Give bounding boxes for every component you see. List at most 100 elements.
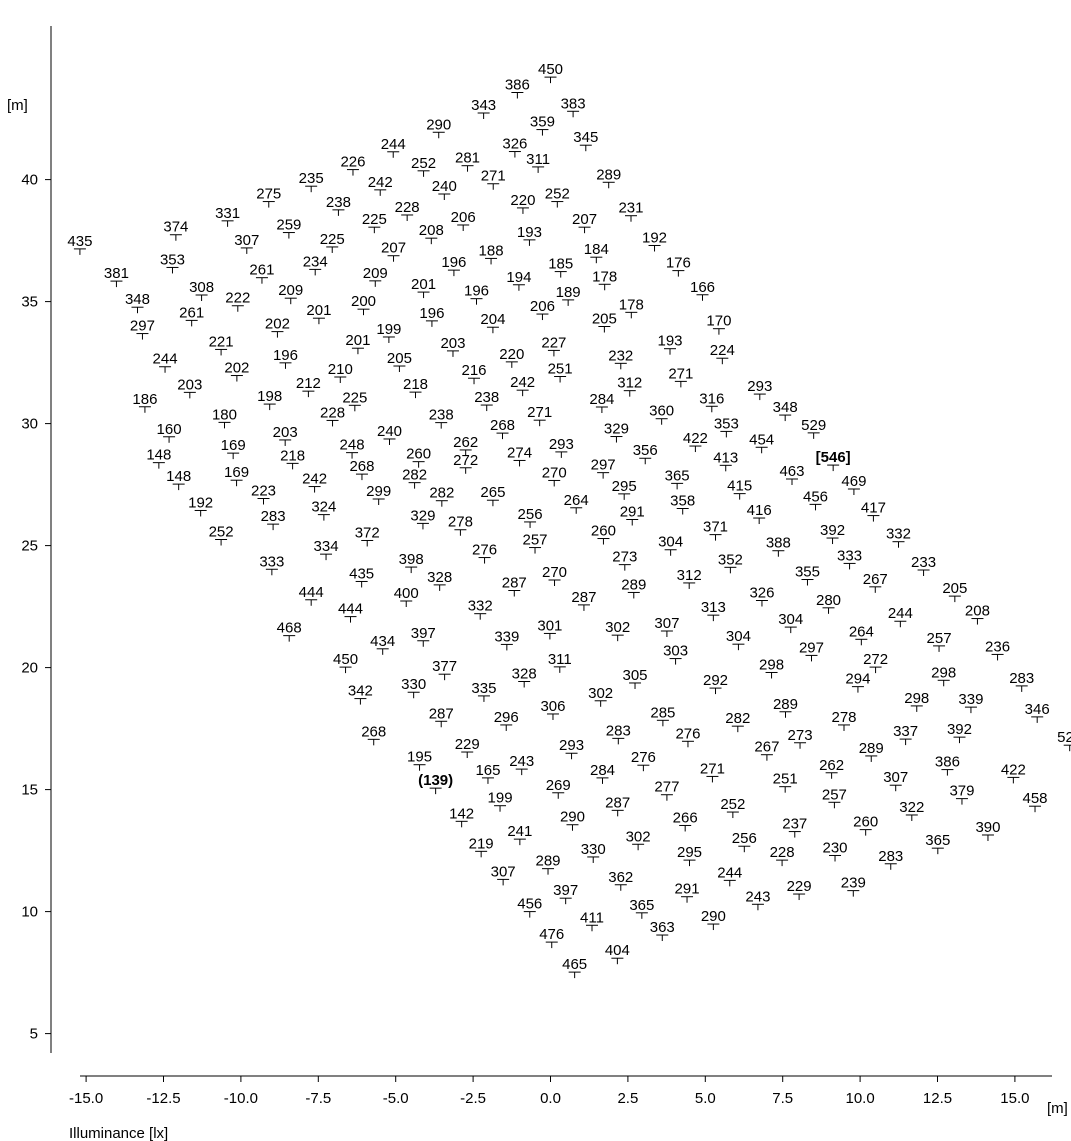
data-point: [546] [816, 449, 851, 472]
point-value-label: 456 [517, 896, 542, 913]
data-point: 278 [831, 709, 857, 731]
point-value-label: 328 [427, 569, 452, 586]
data-point: 322 [899, 799, 924, 821]
point-value-label: 284 [590, 762, 615, 779]
data-point: 469 [841, 473, 866, 495]
point-value-label: 252 [411, 155, 436, 172]
point-value-label: 435 [349, 565, 374, 582]
point-value-label: 282 [402, 467, 427, 484]
data-point: 262 [819, 757, 844, 779]
point-value-label: 283 [878, 848, 903, 865]
point-value-label: 268 [349, 458, 374, 475]
data-point: 281 [455, 150, 480, 172]
data-point: 207 [572, 211, 597, 234]
point-value-label: 333 [837, 547, 862, 564]
point-value-label: 234 [303, 253, 328, 270]
data-point: 275 [256, 186, 281, 208]
data-point: 242 [510, 374, 535, 397]
data-point: 204 [480, 311, 505, 334]
data-point: 216 [462, 362, 487, 385]
x-tick-label: -10.0 [224, 1090, 258, 1107]
point-value-label: 203 [273, 424, 298, 441]
data-point: 269 [546, 777, 571, 799]
data-point: 332 [468, 598, 493, 620]
data-point: 220 [510, 192, 535, 214]
data-point: 201 [411, 276, 436, 299]
data-point: 188 [479, 242, 504, 265]
data-point: 184 [584, 241, 609, 264]
point-value-label: 298 [904, 690, 929, 707]
point-value-label: 289 [773, 696, 798, 713]
point-value-label: 228 [770, 844, 795, 861]
data-point: 228 [395, 199, 420, 221]
point-value-label: 306 [540, 698, 565, 715]
y-tick-label: 5 [30, 1026, 38, 1043]
point-value-label: 257 [822, 786, 847, 803]
point-value-label: 268 [361, 723, 386, 740]
data-point: 260 [591, 523, 616, 545]
data-point: (139) [418, 772, 453, 795]
data-point: 260 [853, 814, 878, 836]
point-value-label: 365 [629, 897, 654, 914]
data-point: 257 [822, 786, 847, 809]
point-value-label: 283 [261, 508, 286, 525]
point-value-label: 416 [747, 502, 772, 519]
point-value-label: 261 [249, 262, 274, 279]
point-value-label: 359 [530, 114, 555, 131]
data-point: 332 [886, 526, 911, 548]
data-point: 311 [548, 651, 572, 673]
point-value-label: 294 [845, 671, 870, 688]
data-point: 416 [747, 502, 772, 525]
data-point: 264 [564, 492, 589, 514]
data-point: 348 [125, 291, 150, 314]
point-value-label: 276 [472, 542, 497, 559]
point-value-label: 390 [975, 819, 1000, 836]
data-point: 292 [703, 672, 728, 695]
point-value-label: 178 [592, 268, 617, 285]
point-value-label: 476 [539, 926, 564, 943]
point-value-label: 194 [506, 269, 531, 286]
point-value-label: 257 [523, 532, 548, 549]
data-point: 176 [666, 255, 691, 277]
point-value-label: 334 [314, 538, 339, 555]
data-point: 293 [559, 737, 584, 760]
point-value-label: 284 [589, 391, 614, 408]
point-value-label: 238 [474, 389, 499, 406]
point-value-label: 225 [320, 231, 345, 248]
point-value-label: 236 [985, 638, 1010, 655]
data-point: 302 [605, 619, 630, 642]
point-value-label: 281 [455, 150, 480, 167]
data-point: 287 [605, 794, 630, 817]
point-value-label: 196 [441, 254, 466, 271]
point-value-label: 333 [259, 553, 284, 570]
data-point: 170 [706, 313, 731, 335]
point-value-label: 302 [588, 685, 613, 702]
data-point: 454 [749, 431, 774, 454]
point-value-label: 305 [623, 667, 648, 684]
data-point: 356 [633, 442, 658, 465]
y-tick-label: 30 [21, 416, 38, 433]
point-value-label: 238 [429, 407, 454, 424]
point-value-label: 142 [449, 805, 474, 822]
point-value-label: 237 [782, 816, 807, 833]
data-point: 239 [841, 875, 866, 897]
data-point: 178 [592, 268, 617, 291]
point-value-label: 374 [163, 219, 188, 236]
y-tick-label: 40 [21, 172, 38, 189]
point-value-label: 329 [410, 507, 435, 524]
data-point: 166 [690, 279, 715, 301]
point-value-label: 232 [608, 347, 633, 364]
point-value-label: 209 [363, 265, 388, 282]
data-point: 304 [726, 628, 751, 651]
point-value-label: 205 [592, 310, 617, 327]
point-value-label: 352 [718, 551, 743, 568]
data-point: 242 [302, 471, 327, 493]
data-point: 276 [675, 725, 700, 748]
point-value-label: 435 [67, 233, 92, 250]
point-value-label: 260 [853, 814, 878, 831]
x-tick-label: 2.5 [617, 1090, 638, 1107]
data-point: 301 [537, 617, 562, 640]
point-value-label: 291 [675, 881, 700, 898]
data-point: 290 [701, 908, 726, 931]
